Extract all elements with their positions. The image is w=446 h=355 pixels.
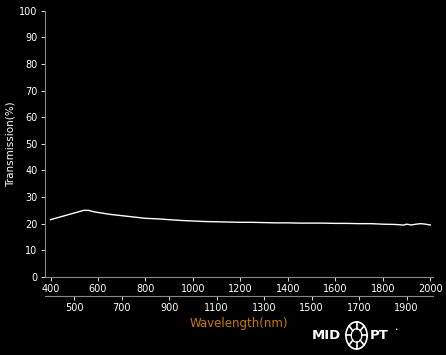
Text: MID: MID xyxy=(312,329,342,342)
Text: •: • xyxy=(394,327,397,332)
X-axis label: Wavelength(nm): Wavelength(nm) xyxy=(190,317,288,331)
Text: PT: PT xyxy=(370,329,388,342)
Y-axis label: Transmission(%): Transmission(%) xyxy=(5,101,15,187)
